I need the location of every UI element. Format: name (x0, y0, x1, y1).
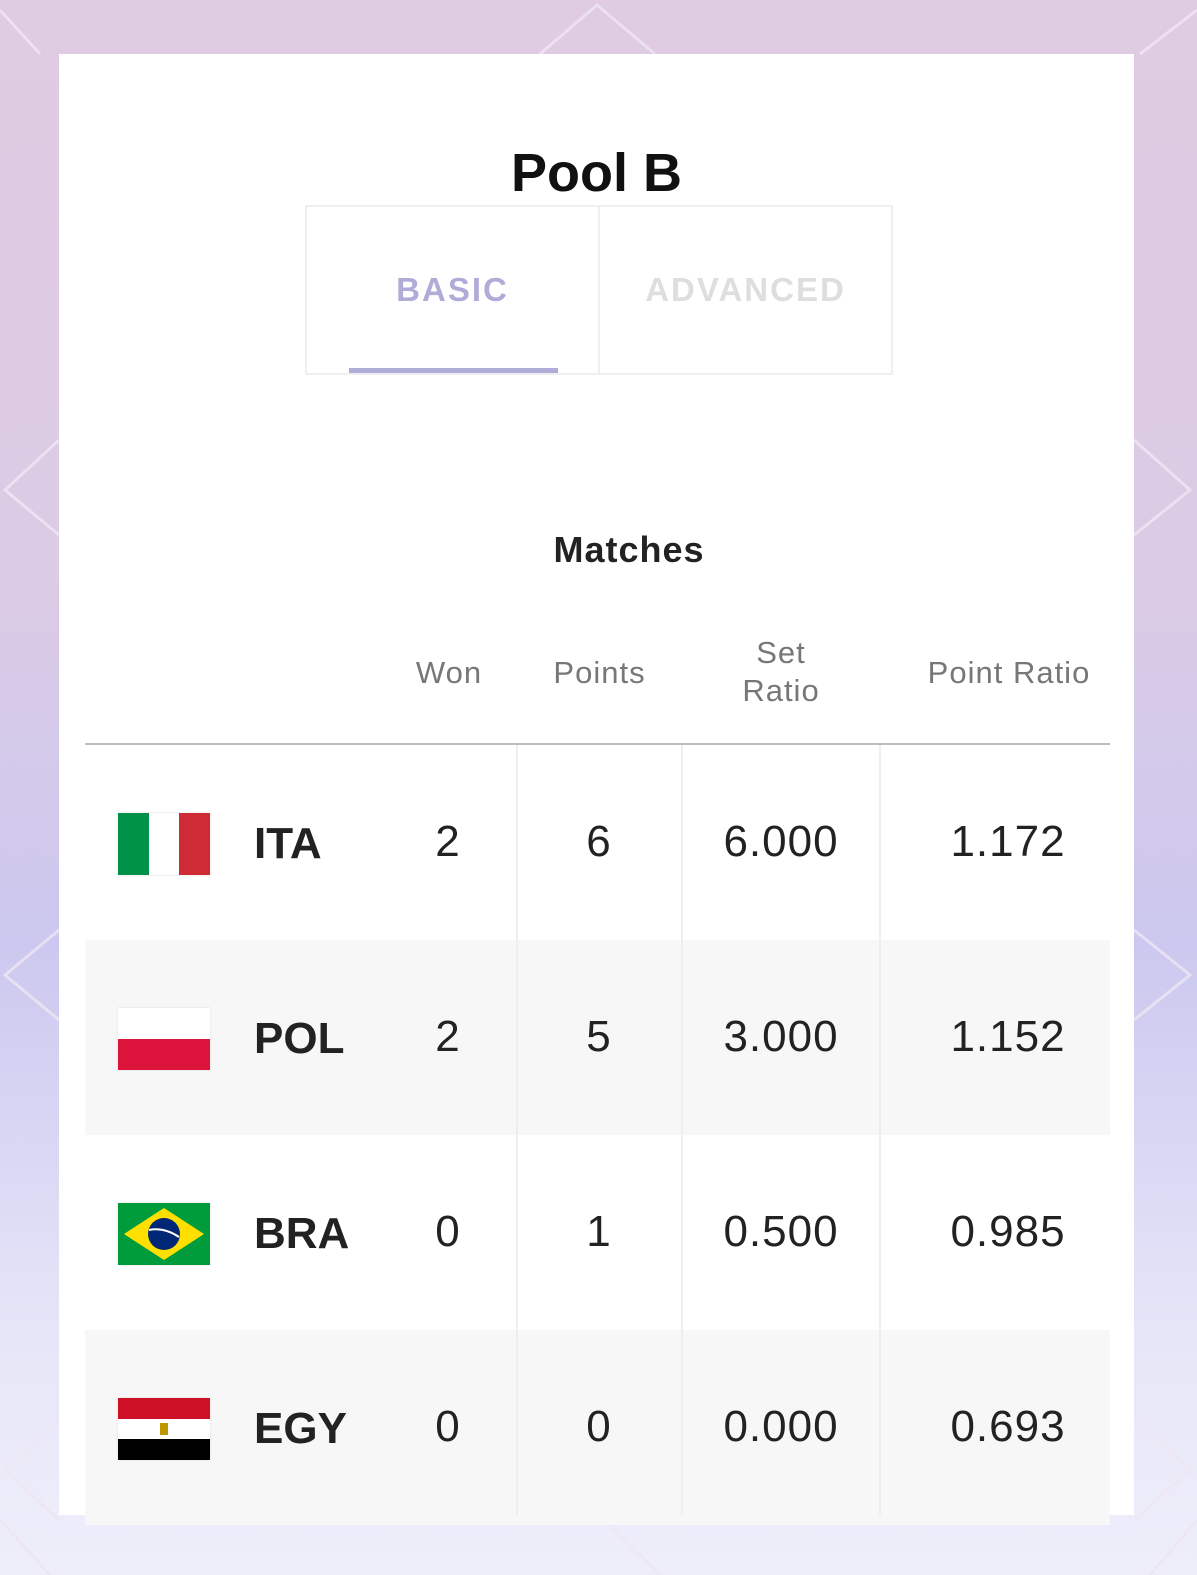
cell-points: 1 (586, 1207, 612, 1256)
cell-won: 0 (435, 1207, 461, 1256)
team-code: BRA (254, 1209, 350, 1258)
column-header-set-ratio: Set Ratio (742, 635, 820, 708)
cell-won: 2 (435, 817, 461, 866)
brazil-flag (118, 1203, 210, 1265)
team-code: POL (254, 1014, 345, 1063)
cell-points: 0 (586, 1402, 612, 1451)
poland-flag (118, 1008, 210, 1070)
cell-point-ratio: 1.152 (950, 1012, 1066, 1061)
column-divider (681, 745, 683, 1515)
tab-basic[interactable]: BASIC (307, 207, 598, 373)
page-title: Pool B (511, 143, 682, 203)
cell-set-ratio: 0.000 (723, 1402, 839, 1451)
column-divider (879, 745, 881, 1515)
table-row[interactable]: ITA 2 6 6.000 1.172 (85, 745, 1110, 940)
column-header-points: Points (553, 655, 646, 690)
tab-bar: BASIC ADVANCED (305, 205, 893, 375)
cell-points: 6 (586, 817, 612, 866)
team-code: ITA (254, 819, 322, 868)
italy-flag (118, 813, 210, 875)
cell-point-ratio: 1.172 (950, 817, 1066, 866)
column-header-point-ratio: Point Ratio (927, 655, 1091, 690)
cell-point-ratio: 0.693 (950, 1402, 1066, 1451)
cell-points: 5 (586, 1012, 612, 1061)
column-header-won: Won (415, 655, 483, 690)
table-row[interactable]: POL 2 5 3.000 1.152 (85, 940, 1110, 1135)
tab-advanced-label: ADVANCED (645, 271, 846, 308)
cell-point-ratio: 0.985 (950, 1207, 1066, 1256)
cell-won: 0 (435, 1402, 461, 1451)
cell-set-ratio: 3.000 (723, 1012, 839, 1061)
table-row[interactable]: BRA 0 1 0.500 0.985 (85, 1135, 1110, 1330)
table-row[interactable]: EGY 0 0 0.000 0.693 (85, 1330, 1110, 1525)
tab-advanced[interactable]: ADVANCED (598, 207, 891, 373)
group-header: Matches (553, 529, 705, 570)
standings-card: Pool B BASIC ADVANCED Matches Won Points… (59, 54, 1134, 1525)
team-code: EGY (254, 1404, 347, 1453)
column-divider (516, 745, 518, 1515)
header-divider (85, 743, 1110, 745)
tab-basic-label: BASIC (396, 271, 509, 308)
cell-set-ratio: 0.500 (723, 1207, 839, 1256)
cell-set-ratio: 6.000 (723, 817, 839, 866)
egypt-flag (118, 1398, 210, 1460)
active-tab-indicator (349, 368, 558, 373)
cell-won: 2 (435, 1012, 461, 1061)
